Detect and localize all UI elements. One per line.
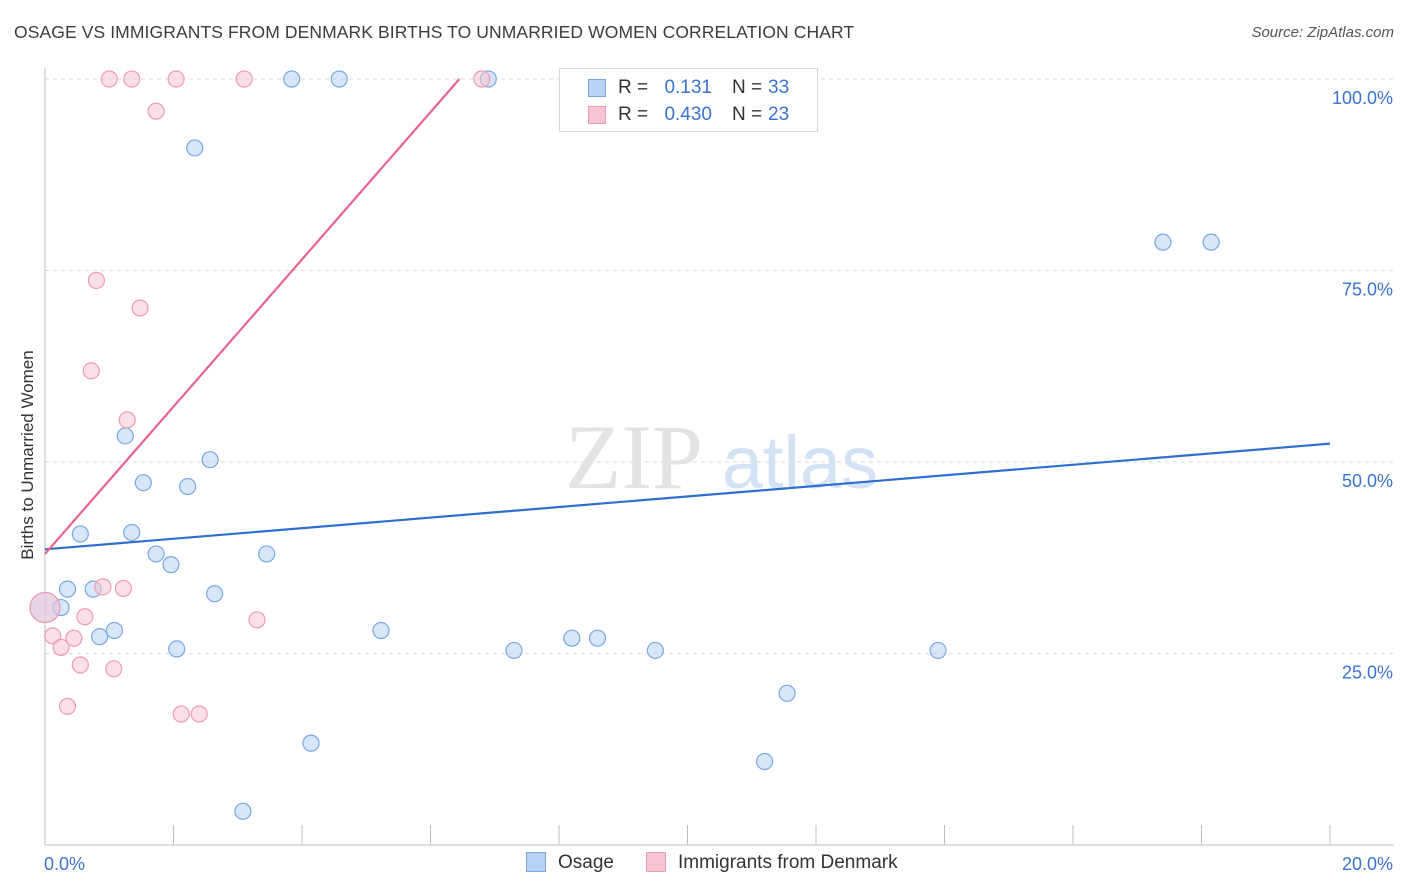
y-tick-label: 75.0% (1342, 280, 1393, 300)
legend-row-denmark: R = 0.430 N = 23 (560, 101, 817, 127)
series-legend: Osage Immigrants from Denmark (0, 852, 1406, 878)
osage-point (1154, 233, 1172, 251)
watermark-zip: ZIP (565, 406, 703, 508)
osage-point (505, 641, 523, 660)
osage-point (206, 585, 224, 603)
osage-point (929, 641, 947, 660)
osage-point (372, 621, 390, 640)
source-credit: Source: ZipAtlas.com (1251, 24, 1394, 41)
legend-row-osage: R = 0.131 N = 33 (560, 74, 817, 100)
osage-point (258, 545, 276, 563)
osage-point (91, 628, 109, 646)
denmark-swatch (588, 106, 606, 124)
osage-point (179, 477, 197, 496)
stats-legend: R = 0.131 N = 33 R = 0.430 N = 23 (559, 68, 818, 132)
osage-point (116, 427, 134, 445)
osage-legend-swatch (526, 852, 546, 872)
denmark-point (100, 70, 118, 88)
tick-labels: 25.0% 50.0% 75.0% 100.0% 0.0% 20.0% (44, 88, 1393, 874)
denmark-point (172, 705, 190, 723)
denmark-point (71, 656, 89, 674)
osage-trend-line (44, 442, 1331, 551)
osage-point (1202, 233, 1220, 251)
watermark: ZIP atlas (565, 406, 878, 508)
denmark-point (190, 705, 208, 723)
osage-point (588, 629, 607, 647)
osage-point (147, 545, 165, 563)
denmark-point (94, 578, 112, 596)
osage-point (755, 752, 774, 771)
osage-point (330, 70, 348, 88)
osage-point (168, 640, 186, 658)
denmark-point (123, 70, 141, 88)
chart-title: OSAGE VS IMMIGRANTS FROM DENMARK BIRTHS … (14, 22, 855, 42)
osage-point (563, 629, 581, 647)
denmark-point (147, 102, 165, 120)
denmark-point (131, 299, 149, 317)
osage-point (71, 525, 89, 543)
data-points (29, 70, 1220, 820)
denmark-point (58, 697, 77, 715)
osage-point (58, 580, 77, 598)
osage-point (283, 70, 301, 88)
osage-point (162, 556, 180, 574)
watermark-atlas: atlas (722, 421, 878, 504)
denmark-point (44, 627, 62, 645)
denmark-point (473, 70, 491, 88)
denmark-point (52, 638, 70, 656)
osage-point (778, 684, 796, 702)
r-value: 0.131 (664, 77, 712, 98)
legend-item-osage: Osage (526, 852, 614, 874)
osage-point (186, 139, 204, 157)
denmark-point (235, 70, 253, 88)
denmark-point (248, 611, 266, 629)
denmark-legend-label: Immigrants from Denmark (678, 852, 898, 873)
osage-swatch (588, 79, 606, 97)
x-tick-label: 0.0% (44, 854, 85, 874)
osage-point (201, 451, 219, 469)
denmark-point (105, 660, 123, 678)
denmark-point (82, 362, 100, 380)
denmark-point (29, 591, 61, 624)
grid (45, 78, 1394, 654)
legend-item-denmark: Immigrants from Denmark (646, 852, 898, 874)
denmark-point (167, 70, 185, 88)
osage-point (234, 802, 252, 820)
n-value: 23 (768, 104, 790, 125)
osage-point (105, 621, 123, 640)
n-label: N = (732, 77, 763, 98)
y-tick-label: 25.0% (1342, 663, 1393, 683)
trend-lines (44, 78, 1331, 555)
osage-point (646, 641, 664, 660)
osage-point (302, 734, 320, 752)
y-tick-label: 50.0% (1342, 471, 1393, 491)
denmark-point (114, 579, 132, 597)
denmark-point (87, 271, 106, 290)
osage-point (123, 523, 141, 542)
y-tick-label: 100.0% (1332, 88, 1393, 108)
denmark-legend-swatch (646, 852, 666, 872)
y-axis-title: Births to Unmarried Women (18, 350, 37, 560)
n-value: 33 (768, 77, 790, 98)
n-label: N = (732, 104, 763, 125)
r-label: R = (618, 77, 649, 98)
denmark-point (65, 629, 83, 647)
x-tick-label: 20.0% (1342, 854, 1393, 874)
denmark-trend-line (44, 78, 461, 555)
r-value: 0.430 (664, 104, 712, 125)
denmark-point (118, 411, 136, 429)
osage-point (134, 474, 152, 492)
denmark-point (76, 608, 94, 626)
axes (44, 68, 1394, 846)
r-label: R = (618, 104, 649, 125)
osage-legend-label: Osage (558, 852, 614, 873)
